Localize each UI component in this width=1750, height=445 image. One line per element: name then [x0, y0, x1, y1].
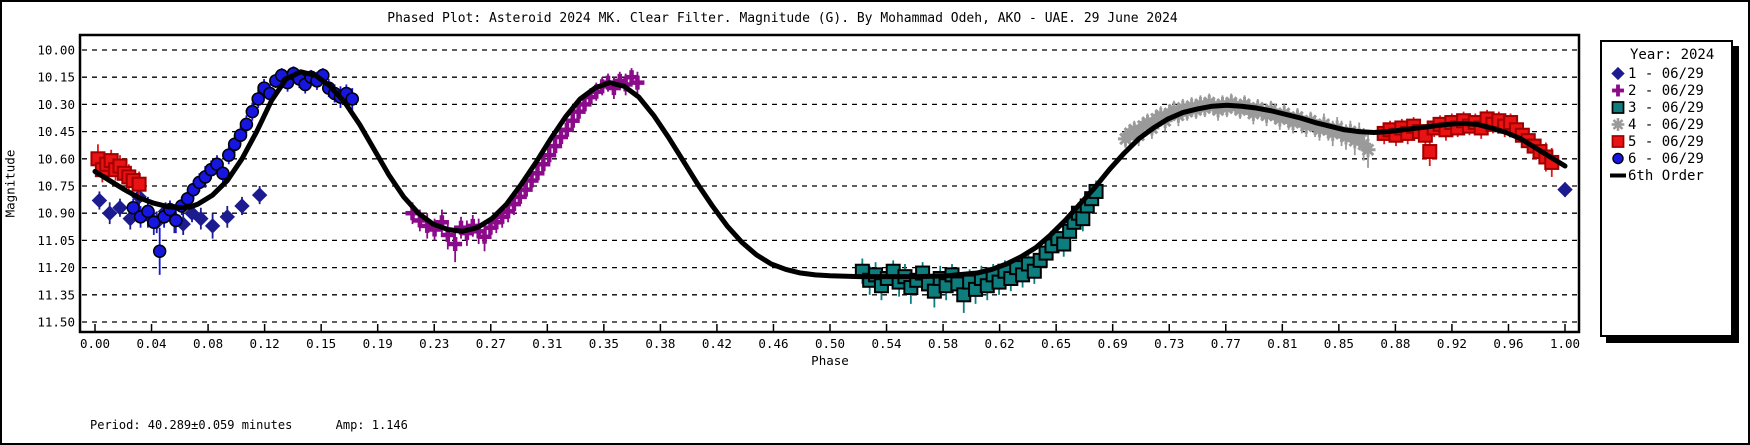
svg-text:10.30: 10.30 [37, 97, 75, 112]
period-amp-readout: Period: 40.289±0.059 minutes Amp: 1.146 [90, 418, 408, 432]
svg-text:0.92: 0.92 [1437, 336, 1467, 351]
svg-text:10.15: 10.15 [37, 70, 75, 85]
legend-entry-label: 4 - 06/29 [1628, 116, 1704, 133]
svg-text:0.58: 0.58 [928, 336, 958, 351]
svg-text:0.69: 0.69 [1098, 336, 1128, 351]
legend-entry-label: 3 - 06/29 [1628, 99, 1704, 116]
svg-text:0.19: 0.19 [363, 336, 393, 351]
diamond-marker-icon [1608, 65, 1628, 82]
red-square-marker-icon [1608, 133, 1628, 150]
svg-text:0.38: 0.38 [645, 336, 675, 351]
legend-entry-label: 5 - 06/29 [1628, 133, 1704, 150]
svg-text:0.50: 0.50 [815, 336, 845, 351]
circle-marker-icon [1608, 150, 1628, 167]
fit-line-icon [1608, 167, 1628, 184]
legend-entry: 1 - 06/29 [1608, 65, 1731, 82]
svg-text:0.15: 0.15 [306, 336, 336, 351]
legend-entry: 2 - 06/29 [1608, 82, 1731, 99]
svg-text:10.90: 10.90 [37, 206, 75, 221]
svg-text:11.35: 11.35 [37, 287, 75, 302]
svg-text:0.88: 0.88 [1380, 336, 1410, 351]
series-1-06/29 [91, 181, 1573, 239]
legend: Year: 2024 1 - 06/29 2 - 06/29 3 - 06/29… [1600, 40, 1733, 337]
svg-text:0.00: 0.00 [80, 336, 110, 351]
x-axis-label: Phase [811, 353, 849, 368]
legend-entry: 6 - 06/29 [1608, 150, 1731, 167]
legend-entry: 4 - 06/29 [1608, 116, 1731, 133]
plus-marker-icon [1608, 82, 1628, 99]
legend-entry: 5 - 06/29 [1608, 133, 1731, 150]
svg-text:11.20: 11.20 [37, 260, 75, 275]
series-3-06/29 [854, 180, 1104, 313]
svg-text:1.00: 1.00 [1550, 336, 1580, 351]
series-4-06/29 [1117, 93, 1376, 168]
svg-text:0.85: 0.85 [1324, 336, 1354, 351]
y-axis-label: Magnitude [2, 149, 18, 218]
svg-text:0.62: 0.62 [985, 336, 1015, 351]
svg-text:0.54: 0.54 [871, 336, 901, 351]
svg-text:0.96: 0.96 [1493, 336, 1523, 351]
fit-parameters-readout: Period: 40.289±0.059 minutes Amp: 1.146 … [90, 383, 408, 443]
svg-text:0.35: 0.35 [589, 336, 619, 351]
svg-text:0.73: 0.73 [1154, 336, 1184, 351]
svg-text:11.50: 11.50 [37, 315, 75, 330]
svg-text:0.46: 0.46 [758, 336, 788, 351]
svg-text:0.65: 0.65 [1041, 336, 1071, 351]
svg-text:11.05: 11.05 [37, 233, 75, 248]
teal-square-marker-icon [1608, 99, 1628, 116]
legend-entry: 6th Order [1608, 167, 1731, 184]
legend-entry-label: 6th Order [1628, 167, 1704, 184]
legend-title: Year: 2024 [1630, 47, 1715, 63]
svg-text:10.45: 10.45 [37, 124, 75, 139]
plot-title: Phased Plot: Asteroid 2024 MK. Clear Fil… [387, 11, 1178, 26]
svg-text:0.77: 0.77 [1211, 336, 1241, 351]
series-6-06/29 [126, 66, 359, 275]
legend-entry-label: 1 - 06/29 [1628, 65, 1704, 82]
series-2-06/29 [405, 68, 645, 263]
svg-text:0.42: 0.42 [702, 336, 732, 351]
legend-entry: 3 - 06/29 [1608, 99, 1731, 116]
svg-text:0.31: 0.31 [532, 336, 562, 351]
legend-entry-label: 2 - 06/29 [1628, 82, 1704, 99]
svg-text:0.27: 0.27 [476, 336, 506, 351]
svg-text:10.60: 10.60 [37, 151, 75, 166]
svg-text:0.81: 0.81 [1267, 336, 1297, 351]
svg-text:0.12: 0.12 [250, 336, 280, 351]
svg-text:10.00: 10.00 [37, 43, 75, 58]
svg-text:10.75: 10.75 [37, 179, 75, 194]
asterisk-marker-icon [1608, 116, 1628, 133]
svg-text:0.08: 0.08 [193, 336, 223, 351]
svg-text:0.23: 0.23 [419, 336, 449, 351]
svg-text:0.04: 0.04 [136, 336, 166, 351]
legend-entry-label: 6 - 06/29 [1628, 150, 1704, 167]
